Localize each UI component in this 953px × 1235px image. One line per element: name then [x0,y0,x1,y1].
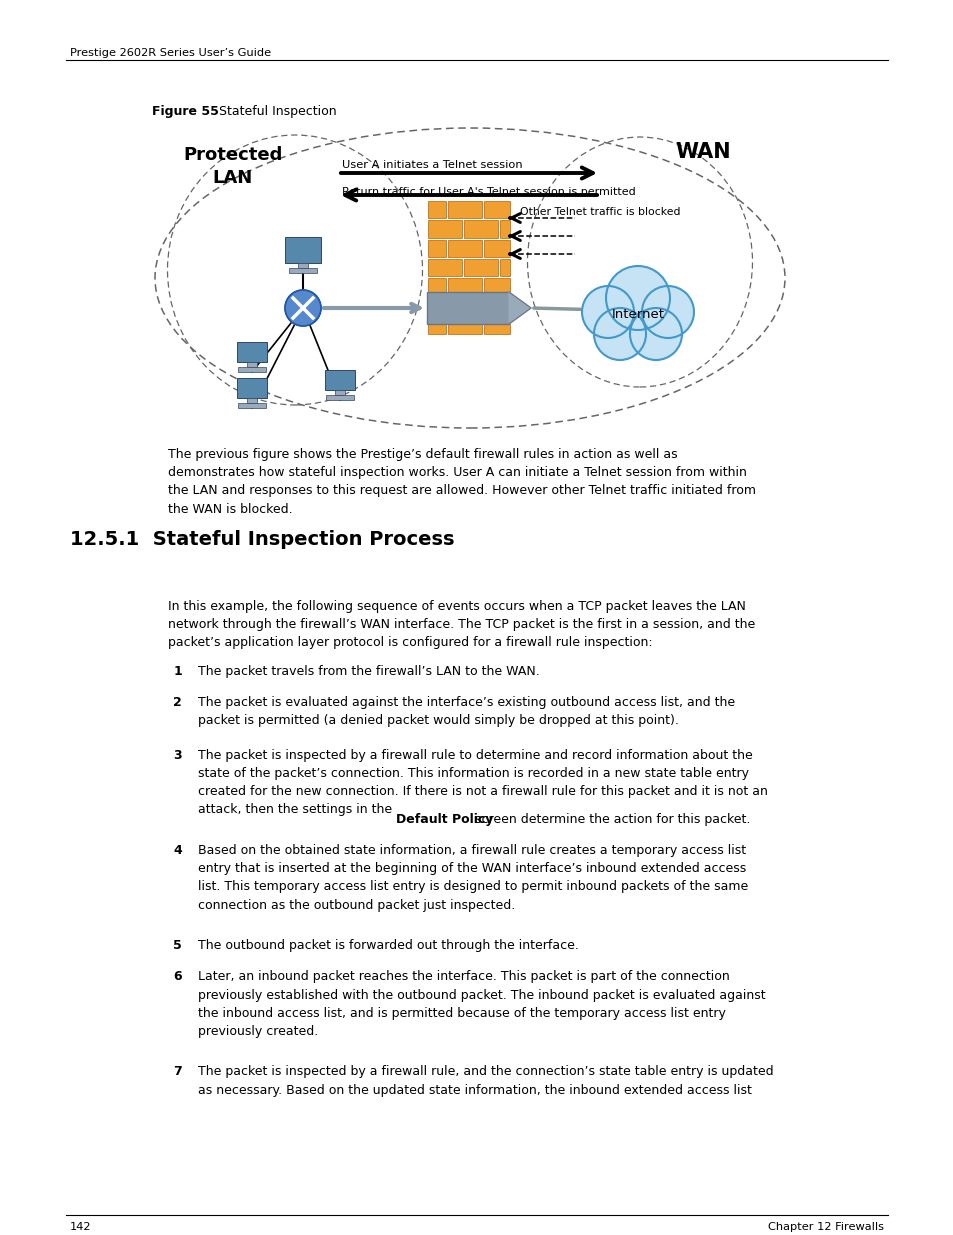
Bar [428,240,446,257]
Text: User A initiates a Telnet session: User A initiates a Telnet session [341,161,522,170]
Bar [428,278,446,295]
Circle shape [641,287,693,338]
Text: The packet is inspected by a firewall rule, and the connection’s state table ent: The packet is inspected by a firewall ru… [198,1066,773,1097]
Bar [428,316,446,333]
Bar [499,298,510,315]
Text: 12.5.1  Stateful Inspection Process: 12.5.1 Stateful Inspection Process [70,530,454,550]
Text: Figure 55: Figure 55 [152,105,218,119]
Text: 1: 1 [173,664,182,678]
Bar [325,370,355,390]
Text: Based on the obtained state information, a firewall rule creates a temporary acc: Based on the obtained state information,… [198,844,747,911]
Circle shape [605,266,669,330]
Bar [483,316,510,333]
Bar [297,263,308,268]
Text: LAN: LAN [213,169,253,186]
Text: Internet: Internet [611,309,664,321]
Text: Prestige 2602R Series User’s Guide: Prestige 2602R Series User’s Guide [70,48,271,58]
Bar [428,220,461,237]
Bar [236,342,267,362]
Text: Default Policy: Default Policy [395,813,493,826]
Text: 5: 5 [173,939,182,952]
Bar [448,201,481,219]
Bar [448,316,481,333]
Bar [463,259,497,277]
Bar [428,298,461,315]
Ellipse shape [154,128,784,429]
Bar [247,398,256,403]
Text: WAN: WAN [675,142,730,162]
Text: Return traffic for User A's Telnet session is permitted: Return traffic for User A's Telnet sessi… [341,186,635,198]
Bar [499,259,510,277]
Bar [483,201,510,219]
Text: Chapter 12 Firewalls: Chapter 12 Firewalls [767,1221,883,1233]
Bar [237,403,266,408]
Text: Protected: Protected [183,146,282,164]
Text: Later, an inbound packet reaches the interface. This packet is part of the conne: Later, an inbound packet reaches the int… [198,971,765,1037]
Text: The packet travels from the firewall’s LAN to the WAN.: The packet travels from the firewall’s L… [198,664,539,678]
Bar [428,201,446,219]
Text: 7: 7 [173,1066,182,1078]
Text: The outbound packet is forwarded out through the interface.: The outbound packet is forwarded out thr… [198,939,578,952]
Bar [463,298,497,315]
Text: 4: 4 [173,844,182,857]
Text: Other Telnet traffic is blocked: Other Telnet traffic is blocked [519,207,679,217]
Circle shape [594,308,645,359]
Bar [463,220,497,237]
Text: The packet is inspected by a firewall rule to determine and record information a: The packet is inspected by a firewall ru… [198,748,767,816]
Bar [285,237,320,263]
Text: In this example, the following sequence of events occurs when a TCP packet leave: In this example, the following sequence … [168,600,755,650]
Polygon shape [509,291,531,324]
Text: 2: 2 [173,697,182,709]
Text: 6: 6 [173,971,182,983]
Bar [289,268,316,273]
Bar [428,259,461,277]
Text: The previous figure shows the Prestige’s default firewall rules in action as wel: The previous figure shows the Prestige’s… [168,448,755,515]
Text: 142: 142 [70,1221,91,1233]
Text: screen determine the action for this packet.: screen determine the action for this pac… [471,813,750,826]
Bar [326,395,354,400]
Circle shape [581,287,634,338]
Bar [448,240,481,257]
Text: 3: 3 [173,748,182,762]
Bar [247,362,256,367]
Bar [499,220,510,237]
Text: Stateful Inspection: Stateful Inspection [207,105,336,119]
Bar [335,390,345,395]
Bar [237,367,266,372]
Circle shape [629,308,681,359]
Bar [483,240,510,257]
Text: The packet is evaluated against the interface’s existing outbound access list, a: The packet is evaluated against the inte… [198,697,735,727]
Bar [448,278,481,295]
Bar [236,378,267,398]
Bar [427,291,509,324]
Bar [483,278,510,295]
Circle shape [285,290,320,326]
